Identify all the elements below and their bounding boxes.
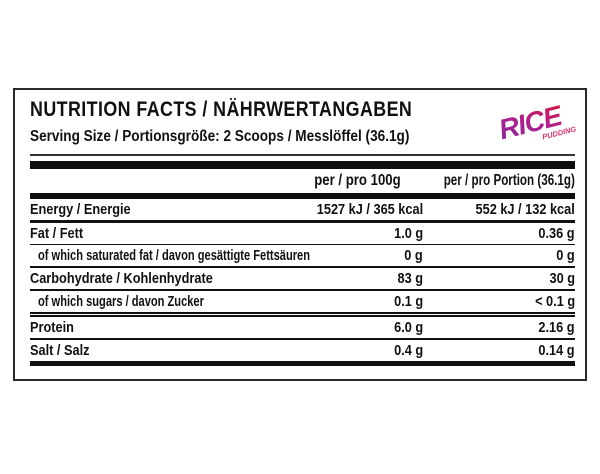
table-row-carbohydrate: Carbohydrate / Kohlenhydrate 83 g 30 g xyxy=(30,268,575,291)
row-per100-value: 0.4 g xyxy=(393,341,423,359)
table-row-fat: Fat / Fett 1.0 g 0.36 g xyxy=(30,223,575,245)
label-header: NUTRITION FACTS / NÄHRWERTANGABEN Servin… xyxy=(30,97,577,147)
row-portion-value: < 0.1 g xyxy=(534,292,575,310)
row-label: Protein xyxy=(30,318,74,336)
divider-rule xyxy=(30,154,575,156)
row-label: of which sugars / davon Zucker xyxy=(38,292,204,310)
row-label: of which saturated fat / davon gesättigt… xyxy=(38,246,310,264)
row-per100-value: 1.0 g xyxy=(393,224,423,242)
label-title-text: NUTRITION FACTS / NÄHRWERTANGABEN xyxy=(30,98,413,121)
row-per100-value: 6.0 g xyxy=(393,318,423,336)
header-cell-per100: per / pro 100g xyxy=(280,172,400,190)
row-label: Carbohydrate / Kohlenhydrate xyxy=(30,269,213,287)
divider-bar-bottom xyxy=(30,193,575,199)
divider-bar-top xyxy=(30,161,575,169)
header-cell-portion: per / pro Portion (36.1g) xyxy=(400,172,575,190)
table-row-saturated-fat: of which saturated fat / davon gesättigt… xyxy=(30,245,575,268)
row-portion-value: 30 g xyxy=(549,269,575,287)
row-label: Energy / Energie xyxy=(30,200,131,218)
row-portion-value: 552 kJ / 132 kcal xyxy=(475,200,575,218)
nutrition-label: NUTRITION FACTS / NÄHRWERTANGABEN Servin… xyxy=(13,88,587,381)
row-per100-value: 0.1 g xyxy=(393,292,423,310)
row-portion-value: 0.14 g xyxy=(538,341,575,359)
row-label: Fat / Fett xyxy=(30,224,84,242)
table-row-protein: Protein 6.0 g 2.16 g xyxy=(30,317,575,340)
table-row-sugars: of which sugars / davon Zucker 0.1 g < 0… xyxy=(30,291,575,317)
rice-pudding-logo: RICE PUDDING xyxy=(496,99,577,145)
serving-size-text: Serving Size / Portionsgröße: 2 Scoops /… xyxy=(30,128,410,145)
table-row-salt: Salt / Salz 0.4 g 0.14 g xyxy=(30,340,575,366)
table-header-row: per / pro 100g per / pro Portion (36.1g) xyxy=(30,169,575,193)
row-portion-value: 0 g xyxy=(556,246,575,264)
header-per100-text: per / pro 100g xyxy=(313,172,401,189)
serving-size: Serving Size / Portionsgröße: 2 Scoops /… xyxy=(30,127,575,147)
row-portion-value: 0.36 g xyxy=(538,224,575,242)
header-portion-text: per / pro Portion (36.1g) xyxy=(443,172,575,189)
row-label: Salt / Salz xyxy=(30,341,90,359)
table-row-energy: Energy / Energie 1527 kJ / 365 kcal 552 … xyxy=(30,199,575,223)
row-per100-value: 1527 kJ / 365 kcal xyxy=(316,200,423,218)
row-portion-value: 2.16 g xyxy=(538,318,575,336)
label-title: NUTRITION FACTS / NÄHRWERTANGABEN xyxy=(30,97,575,123)
row-per100-value: 83 g xyxy=(397,269,423,287)
brand-name-text: RICE xyxy=(496,99,567,145)
row-per100-value: 0 g xyxy=(404,246,423,264)
